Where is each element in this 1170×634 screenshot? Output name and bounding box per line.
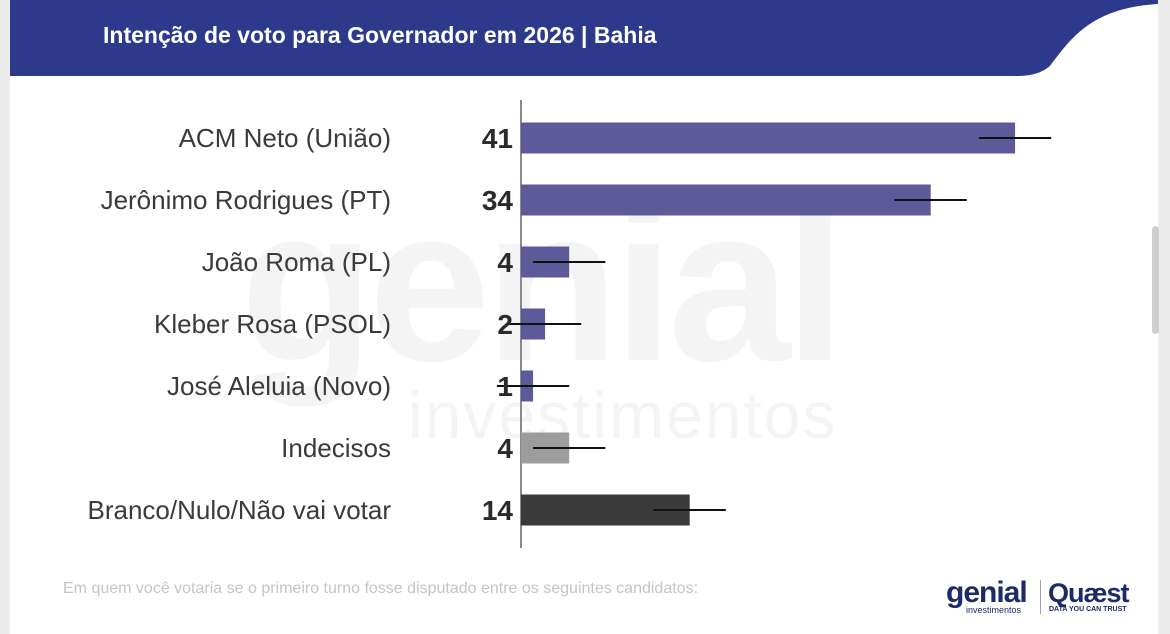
category-label: Branco/Nulo/Não vai votar [88, 495, 392, 525]
category-label: Indecisos [281, 433, 391, 463]
category-label: José Aleluia (Novo) [167, 371, 391, 401]
quaest-logo-sub: DATA YOU CAN TRUST [1049, 606, 1127, 613]
value-label: 2 [497, 309, 513, 340]
watermark-sub: investimentos [408, 378, 838, 452]
value-label: 4 [497, 433, 513, 464]
chart-card: Intenção de voto para Governador em 2026… [10, 0, 1158, 634]
category-label: Jerônimo Rodrigues (PT) [101, 185, 391, 215]
category-label: ACM Neto (União) [179, 123, 391, 153]
genial-logo: genial [946, 576, 1028, 609]
value-label: 41 [482, 123, 513, 154]
scrollbar[interactable] [1152, 226, 1159, 334]
logos: genial investimentos Quæst DATA YOU CAN … [946, 578, 1136, 618]
chart-title: Intenção de voto para Governador em 2026… [103, 22, 657, 48]
survey-question: Em quem você votaria se o primeiro turno… [63, 580, 699, 597]
value-label: 14 [482, 495, 514, 526]
category-label: Kleber Rosa (PSOL) [154, 309, 391, 339]
quaest-logo: Quæst [1048, 578, 1130, 608]
value-label: 1 [497, 371, 513, 402]
category-label: João Roma (PL) [202, 247, 391, 277]
genial-logo-sub: investimentos [966, 605, 1022, 615]
bar [521, 122, 1016, 154]
header-banner [10, 0, 1158, 76]
value-label: 34 [482, 185, 514, 216]
value-label: 4 [497, 247, 513, 278]
logo-divider [1040, 580, 1041, 614]
bar [521, 184, 931, 216]
